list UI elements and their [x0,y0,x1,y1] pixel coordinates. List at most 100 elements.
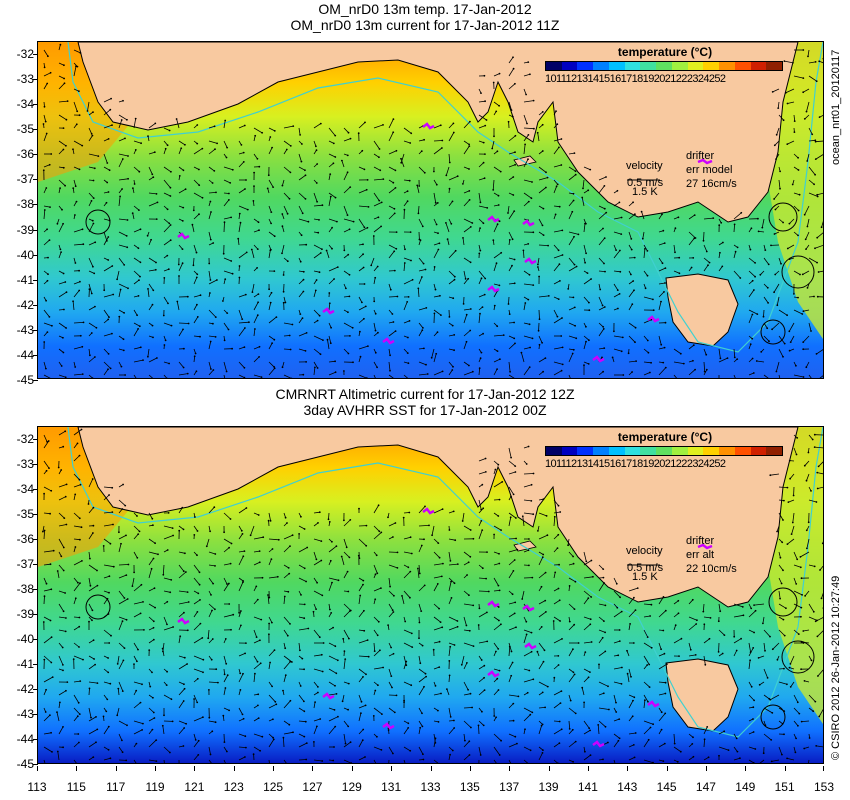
top-map-svg [38,42,823,378]
latitude-tick [33,764,38,765]
longitude-tick-label: 135 [459,780,480,794]
latitude-tick-label: -32 [16,432,34,446]
drifter-track [522,219,535,227]
colorbar-swatch [640,62,657,70]
top-legend-colorbar [545,61,783,71]
drifter-track [422,507,435,515]
drifter-track [422,122,435,130]
colorbar-swatch [703,62,720,70]
eddy-circulation [768,587,798,617]
colorbar-swatch [624,447,641,455]
longitude-tick-label: 127 [302,780,323,794]
top-temperature-legend: temperature (°C) 10111213141516171819202… [545,45,785,85]
latitude-tick-label: -40 [16,247,34,262]
eddy-circulation [781,255,815,289]
colorbar-swatch [656,62,672,70]
tasmania [665,273,739,347]
drifter-track [322,307,335,315]
top-side-label: ocean_nrt01_20120117 [830,49,842,165]
latitude-tick-label: -44 [16,732,34,746]
drifter-track [487,285,500,293]
latitude-tick [33,279,38,281]
colorbar-swatch [766,447,783,455]
drifter-track [592,740,605,748]
top-velocity-knots: 1.5 K [632,186,658,198]
colorbar-swatch [608,447,625,455]
longitude-tick-label: 113 [27,780,47,794]
tasmania [665,658,739,732]
australia-mainland [77,42,799,223]
latitude-tick [33,179,38,181]
top-legend-title: temperature (°C) [617,45,713,59]
latitude-tick-label: -42 [16,297,34,312]
latitude-tick-label: -43 [16,707,34,721]
colorbar-swatch [719,62,735,70]
bottom-velocity-scale: 0.5 m/s [627,562,664,574]
colorbar-swatch [593,62,609,70]
longitude-tick-label: 153 [813,780,835,794]
colorbar-swatch [624,62,641,70]
latitude-tick-label: -45 [16,373,34,387]
drifter-track [322,692,335,700]
colorbar-swatch [656,447,672,455]
drifter-track [177,232,190,240]
latitude-tick [33,204,38,206]
longitude-tick [430,766,432,771]
longitude-tick-label: 131 [381,780,402,794]
latitude-tick-label: -41 [16,657,34,671]
latitude-tick [33,329,38,331]
colorbar-swatch [608,62,625,70]
latitude-tick-label: -38 [16,582,34,596]
colorbar-swatch [640,447,657,455]
longitude-tick-label: 141 [577,780,598,794]
colorbar-swatch [561,447,578,455]
latitude-tick [33,354,38,356]
bottom-err-label: err alt [686,549,715,561]
latitude-tick-label: -33 [16,457,34,471]
longitude-tick-label: 119 [145,780,165,794]
eddy-circulation [85,209,111,235]
colorbar-swatch [593,447,609,455]
top-map-panel[interactable] [37,41,824,379]
latitude-tick-label: -35 [16,122,34,137]
latitude-tick-label: -32 [16,47,34,61]
eddy-circulation [85,594,111,620]
eddy-circulation [760,704,786,730]
drifter-legend-mark [697,158,713,165]
colorbar-swatch [561,62,578,70]
colorbar-swatch [750,62,767,70]
bottom-velocity-label: velocity [626,545,663,557]
drifter-track [592,355,605,363]
latitude-tick [33,104,38,106]
colorbar-swatch [577,447,594,455]
colorbar-swatch [750,447,767,455]
longitude-tick [587,766,589,771]
australia-mainland [77,427,799,608]
drifter-track [487,215,500,223]
longitude-tick [509,766,511,771]
longitude-tick [273,766,275,771]
longitude-tick [745,766,747,771]
longitude-tick [155,766,157,771]
latitude-tick [33,79,38,81]
longitude-tick [548,766,550,771]
bottom-temperature-legend: temperature (°C) 10111213141516171819202… [545,430,785,470]
longitude-tick [784,766,786,771]
top-err-values: 27 16cm/s [686,178,737,190]
bottom-title-line1: CMRNRT Altimetric current for 17-Jan-201… [275,386,575,402]
kangaroo-island [513,155,537,167]
colorbar-swatch [734,447,751,455]
longitude-tick-label: 143 [617,780,638,794]
colorbar-swatch [703,447,720,455]
isobath-contour [67,427,823,738]
latitude-tick [33,589,38,590]
longitude-tick [115,766,117,771]
longitude-tick-label: 121 [184,780,205,794]
longitude-tick-label: 149 [735,780,756,794]
bottom-map-panel[interactable] [37,426,824,764]
colorbar-swatch [719,447,735,455]
longitude-tick-label: 137 [499,780,520,794]
latitude-tick [33,229,38,231]
latitude-tick-label: -39 [16,607,34,621]
eddy-circulation [781,640,815,674]
